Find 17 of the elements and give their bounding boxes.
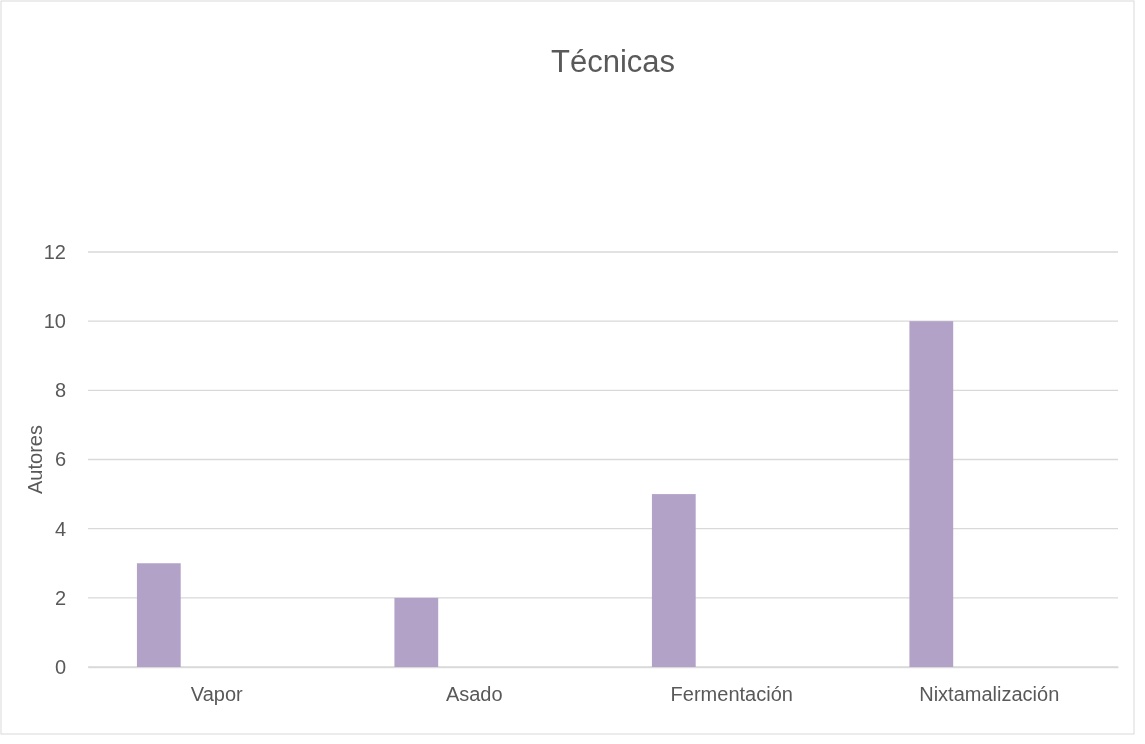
- bar: [651, 494, 696, 667]
- bar: [136, 563, 181, 667]
- x-tick-label: Fermentación: [670, 683, 793, 706]
- x-tick-label: Vapor: [190, 683, 244, 706]
- y-tick-label: 0: [54, 655, 66, 678]
- y-tick-label: 4: [54, 517, 66, 540]
- y-tick-label: 10: [43, 310, 66, 333]
- y-axis-title: Autores: [24, 425, 46, 494]
- x-tick-label: Asado: [445, 683, 503, 706]
- x-tick-label: Nixtamalización: [919, 683, 1060, 706]
- bar: [394, 597, 439, 667]
- y-tick-label: 12: [43, 240, 66, 263]
- y-tick-label: 8: [54, 379, 66, 402]
- bar: [909, 321, 954, 667]
- y-tick-label: 2: [54, 586, 66, 609]
- chart-title: Técnicas: [550, 44, 676, 79]
- y-tick-label: 6: [54, 448, 66, 471]
